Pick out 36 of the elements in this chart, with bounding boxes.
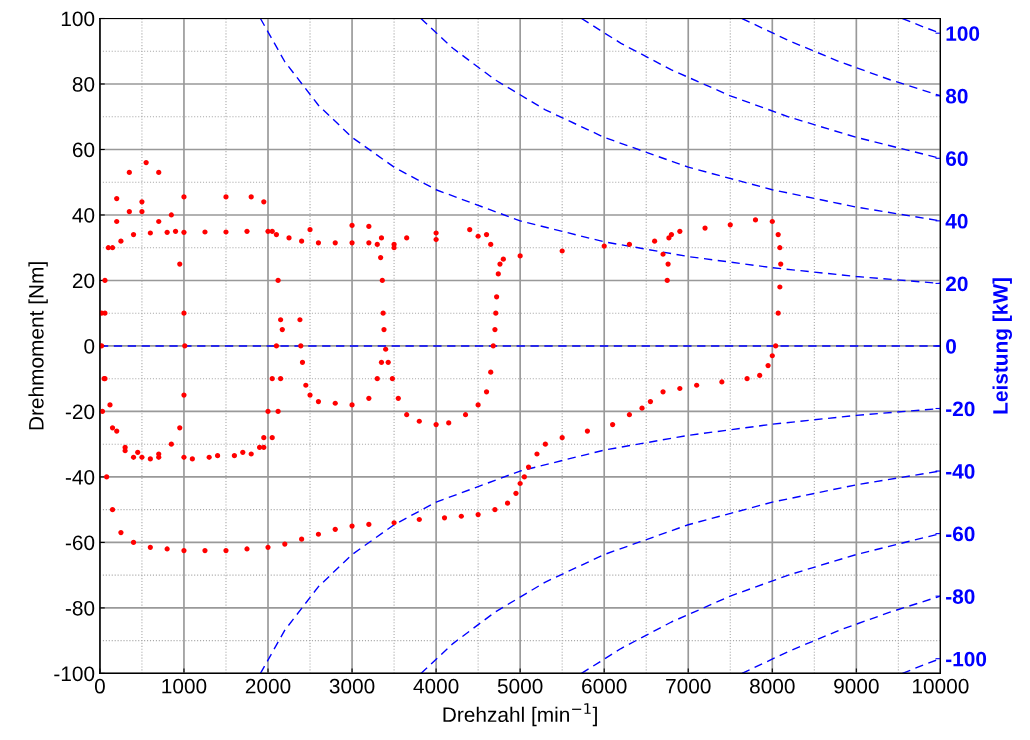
x-tick-label: 10000 — [913, 678, 969, 694]
y-axis-title: Drehmoment [Nm] — [28, 262, 48, 430]
y2-axis-title: Leistung [kW] — [992, 278, 1013, 414]
y2-tick-label: 20 — [945, 276, 968, 292]
y2-tick-label: 100 — [946, 26, 980, 41]
x-tick-label: 0 — [94, 678, 105, 694]
x-tick-label: 7000 — [666, 678, 711, 694]
y-tick-label: 20 — [72, 273, 95, 289]
y-tick-label: -80 — [65, 600, 95, 616]
y-tick-label: 100 — [61, 11, 95, 27]
y-tick-label: -60 — [65, 535, 95, 551]
x-tick-label: 5000 — [497, 678, 543, 694]
y-tick-label: 0 — [84, 338, 95, 354]
y2-tick-label: 60 — [946, 151, 968, 167]
x-tick-label: 2000 — [245, 678, 291, 694]
y2-tick-label: -80 — [946, 589, 975, 604]
y-tick-label: 40 — [72, 207, 95, 223]
y-tick-label: -40 — [65, 469, 95, 485]
y2-tick-label: -40 — [946, 464, 975, 479]
x-tick-label: 3000 — [329, 678, 375, 694]
x-tick-label: 6000 — [582, 678, 627, 694]
y2-tick-label: 40 — [945, 213, 968, 229]
y2-tick-label: 0 — [946, 338, 956, 354]
y2-tick-label: -60 — [946, 526, 975, 542]
x-axis-title: Drehzahl [min$^{−1}$] — [443, 703, 597, 727]
y-tick-label: 80 — [72, 76, 95, 92]
x-tick-label: 4000 — [413, 678, 459, 694]
x-tick-label: 9000 — [834, 678, 879, 694]
y2-tick-label: -100 — [946, 651, 987, 667]
x-tick-label: 1000 — [162, 678, 207, 694]
y-tick-label: 60 — [72, 142, 95, 158]
y-tick-label: -20 — [65, 404, 95, 420]
x-tick-label: 8000 — [750, 678, 795, 694]
y2-tick-label: -20 — [946, 401, 975, 417]
y-tick-label: -100 — [54, 666, 95, 682]
y2-tick-label: 80 — [945, 88, 968, 104]
